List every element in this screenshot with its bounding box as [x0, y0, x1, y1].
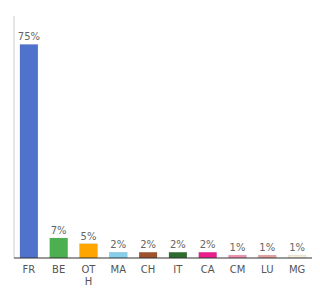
data-label: 1% — [259, 242, 275, 253]
x-tick-label: LU — [261, 264, 273, 275]
data-label: 1% — [289, 242, 305, 253]
x-tick-label: IT — [173, 264, 183, 275]
bar — [139, 252, 157, 258]
chart-container: 75% 7% 5% 2% 2% 2% 2% 1% 1% 1% FR BE OTH MA CH IT CA CM LU… — [0, 0, 320, 300]
bar — [80, 244, 98, 258]
x-tick-label: CM — [230, 264, 246, 275]
bar — [169, 252, 187, 258]
bar — [199, 252, 217, 258]
chart-svg: 75% 7% 5% 2% 2% 2% 2% 1% 1% 1% FR BE OTH MA CH IT CA CM LU… — [0, 0, 320, 300]
x-tick-label: MG — [289, 264, 305, 275]
x-tick-label: MA — [111, 264, 127, 275]
data-label: 1% — [230, 242, 246, 253]
bar — [109, 252, 127, 258]
x-axis-line — [14, 257, 312, 258]
data-label: 75% — [18, 31, 40, 42]
y-axis-line — [14, 16, 15, 258]
data-label: 2% — [110, 239, 126, 250]
x-tick-label: FR — [23, 264, 36, 275]
bars — [20, 44, 306, 258]
bar — [50, 238, 68, 258]
x-tick-label: OTH — [82, 264, 97, 287]
data-label: 2% — [200, 239, 216, 250]
data-label: 7% — [51, 225, 67, 236]
x-tick-label: CH — [141, 264, 156, 275]
data-label: 5% — [81, 231, 97, 242]
x-tick-label: BE — [52, 264, 65, 275]
data-label: 2% — [140, 239, 156, 250]
data-label: 2% — [170, 239, 186, 250]
bar — [20, 44, 38, 258]
x-tick-label: CA — [201, 264, 215, 275]
